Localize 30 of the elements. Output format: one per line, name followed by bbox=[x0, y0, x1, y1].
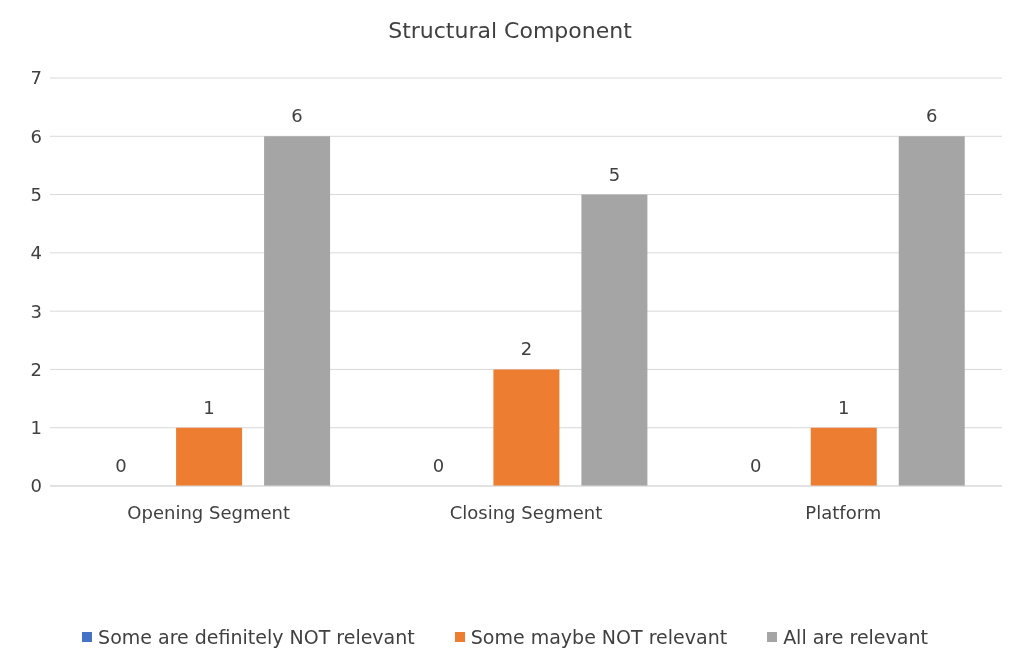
y-tick-label: 6 bbox=[30, 125, 42, 147]
legend-label: Some maybe NOT relevant bbox=[469, 626, 728, 648]
data-label: 0 bbox=[115, 454, 127, 476]
legend-label: All are relevant bbox=[782, 626, 928, 648]
x-tick-label: Closing Segment bbox=[449, 501, 603, 523]
x-tick-label: Platform bbox=[805, 501, 882, 523]
data-label: 1 bbox=[838, 396, 850, 418]
x-tick-label: Opening Segment bbox=[127, 501, 290, 523]
data-label: 0 bbox=[432, 454, 445, 476]
y-tick-label: 5 bbox=[30, 183, 42, 205]
data-label: 1 bbox=[203, 396, 215, 418]
y-tick-label: 4 bbox=[30, 242, 42, 264]
bar bbox=[493, 369, 560, 486]
data-label: 2 bbox=[520, 338, 533, 360]
data-label: 6 bbox=[291, 105, 303, 127]
data-label: 6 bbox=[926, 105, 938, 127]
legend-label: Some are definitely NOT relevant bbox=[97, 626, 415, 648]
y-tick-label: 7 bbox=[30, 67, 42, 89]
y-tick-label: 2 bbox=[30, 358, 42, 380]
bar bbox=[264, 136, 331, 486]
bar bbox=[176, 427, 243, 486]
bar bbox=[898, 136, 965, 486]
bar bbox=[581, 194, 648, 486]
y-tick-label: 0 bbox=[30, 475, 42, 497]
data-label: 0 bbox=[750, 454, 762, 476]
y-tick-label: 1 bbox=[30, 417, 42, 439]
chart-title: Structural Component bbox=[387, 17, 633, 45]
y-tick-label: 3 bbox=[30, 300, 42, 322]
data-label: 5 bbox=[608, 163, 621, 185]
bar bbox=[810, 427, 877, 486]
